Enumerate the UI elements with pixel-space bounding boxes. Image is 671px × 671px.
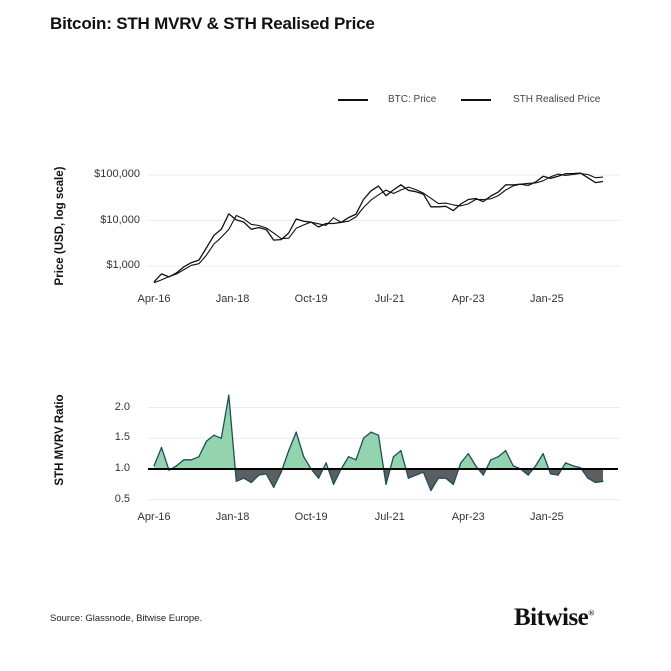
- mvrv-point: [280, 471, 282, 473]
- mvrv-point: [497, 456, 499, 458]
- mvrv-x-tick-label: Oct-19: [294, 511, 328, 523]
- mvrv-point: [235, 480, 237, 482]
- mvrv-point: [505, 449, 507, 452]
- mvrv-point: [460, 462, 462, 464]
- mvrv-point: [258, 474, 260, 476]
- mvrv-point: [265, 473, 267, 475]
- mvrv-point: [377, 434, 380, 436]
- mvrv-area-above-one: [154, 395, 603, 469]
- mvrv-y-tick-label: 1.0: [114, 462, 130, 474]
- mvrv-point: [482, 474, 484, 476]
- price-x-tick-label: Oct-19: [294, 293, 328, 305]
- chart-title: Bitcoin: STH MVRV & STH Realised Price: [50, 14, 375, 33]
- mvrv-point: [422, 471, 424, 473]
- mvrv-y-tick-label: 0.5: [114, 492, 130, 505]
- price-x-tick-label: Apr-16: [137, 293, 171, 305]
- mvrv-x-tick-label: Jul-21: [374, 511, 405, 523]
- mvrv-point: [288, 449, 290, 452]
- price-y-tick-label: $1,000: [106, 259, 140, 271]
- mvrv-point: [572, 465, 574, 467]
- mvrv-x-tick-label: Apr-16: [137, 511, 171, 523]
- mvrv-point: [587, 477, 589, 479]
- btc-price-line: [153, 172, 604, 283]
- mvrv-x-tick-label: Jan-25: [530, 511, 564, 523]
- mvrv-point: [602, 480, 604, 482]
- mvrv-point: [475, 465, 477, 467]
- mvrv-point: [557, 474, 559, 476]
- mvrv-y-tick-label: 1.5: [114, 431, 130, 444]
- mvrv-point: [535, 465, 537, 467]
- bitwise-logo: Bitwise®: [514, 604, 594, 631]
- mvrv-x-tick-label: Jan-18: [215, 511, 250, 523]
- mvrv-point: [415, 474, 417, 476]
- mvrv-point: [273, 486, 275, 489]
- mvrv-point: [220, 437, 222, 439]
- mvrv-point: [213, 434, 215, 436]
- mvrv-point: [512, 465, 514, 467]
- mvrv-point: [370, 431, 372, 433]
- mvrv-x-tick-label: Apr-23: [451, 511, 485, 523]
- legend-label-sth-realised: STH Realised Price: [513, 94, 601, 105]
- mvrv-point: [400, 449, 402, 452]
- mvrv-point: [347, 456, 350, 458]
- mvrv-point: [183, 459, 185, 461]
- mvrv-point: [362, 437, 365, 439]
- mvrv-point: [445, 477, 447, 479]
- mvrv-point: [437, 477, 439, 479]
- mvrv-point: [430, 489, 432, 492]
- mvrv-point: [303, 456, 305, 458]
- mvrv-point: [550, 473, 552, 475]
- sth-realised-price-line: [153, 172, 604, 284]
- price-x-tick-label: Jul-21: [374, 293, 405, 305]
- legend-swatch-btc-price: [338, 99, 368, 101]
- mvrv-point: [490, 459, 492, 461]
- mvrv-point: [295, 431, 297, 433]
- mvrv-y-tick-label: 2.0: [114, 400, 130, 413]
- mvrv-point: [198, 456, 200, 458]
- mvrv-point: [205, 440, 207, 442]
- mvrv-point: [467, 453, 469, 455]
- mvrv-point: [407, 477, 410, 479]
- source-note: Source: Glassnode, Bitwise Europe.: [50, 613, 203, 624]
- mvrv-point: [594, 481, 597, 484]
- price-y-tick-label: $100,000: [94, 168, 140, 180]
- price-x-tick-label: Apr-23: [451, 293, 485, 305]
- mvrv-point: [385, 483, 387, 485]
- price-x-tick-label: Jan-18: [215, 293, 250, 305]
- mvrv-point: [325, 462, 327, 464]
- legend-swatch-sth-realised: [461, 99, 491, 101]
- price-x-tick-label: Jan-25: [530, 293, 564, 305]
- mvrv-point: [333, 483, 335, 485]
- mvrv-point: [160, 446, 163, 449]
- mvrv-point: [355, 459, 357, 461]
- mvrv-point: [243, 477, 245, 479]
- mvrv-point: [527, 474, 529, 476]
- mvrv-point: [250, 481, 252, 484]
- mvrv-area-below-one: [154, 469, 603, 491]
- mvrv-point: [452, 483, 454, 485]
- mvrv-point: [392, 456, 395, 458]
- mvrv-point: [228, 394, 230, 396]
- price-y-tick-label: $10,000: [100, 213, 140, 226]
- mvrv-point: [190, 459, 193, 461]
- mvrv-point: [175, 465, 178, 467]
- mvrv-point: [318, 477, 320, 479]
- mvrv-point: [153, 465, 155, 467]
- mvrv-point: [542, 453, 544, 455]
- mvrv-point: [564, 462, 567, 464]
- legend-label-btc-price: BTC: Price: [388, 94, 437, 105]
